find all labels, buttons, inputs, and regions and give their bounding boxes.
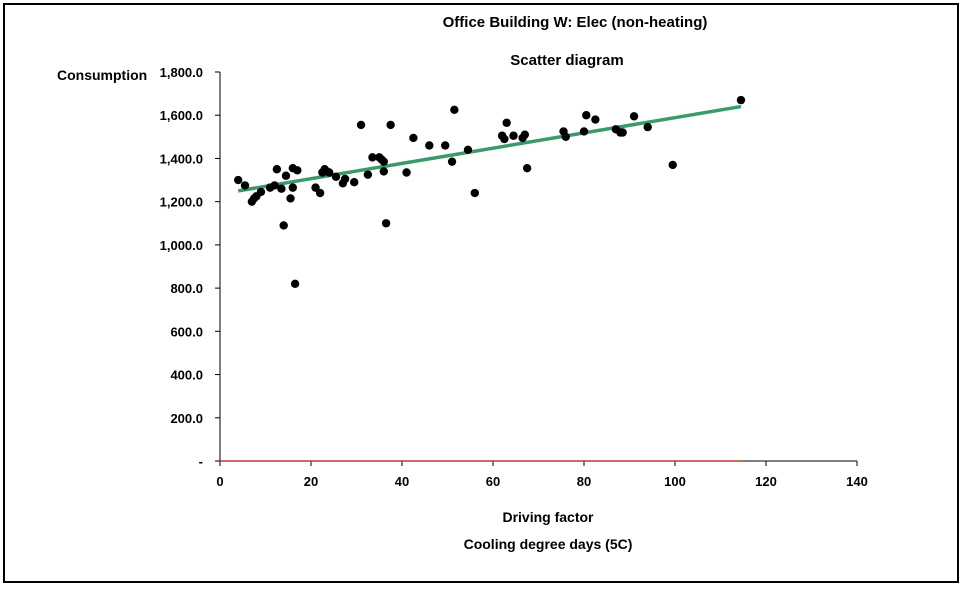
data-point [286,194,295,203]
data-point [509,131,518,140]
x-tick-label: 40 [395,474,409,489]
data-point [281,171,291,180]
y-tick-label: 1,200.0 [160,195,203,210]
data-point [340,174,350,184]
data-point [618,128,627,137]
data-point [643,122,652,132]
data-point [450,105,459,115]
data-point [441,141,450,150]
data-point [240,181,250,190]
x-tick-label: 0 [216,474,223,489]
y-tick-label: 1,400.0 [160,151,203,166]
data-point [591,115,600,124]
data-point [522,163,532,173]
data-point [629,112,639,121]
data-point [379,157,388,166]
x-tick-label: 140 [846,474,868,489]
data-point [350,178,359,187]
y-tick-label: 400.0 [170,368,203,383]
data-point [234,175,243,185]
data-point [315,188,325,198]
chart-frame [3,3,959,583]
data-point [279,221,288,230]
data-point [272,165,282,174]
y-tick-label: 800.0 [170,281,203,296]
data-point [288,183,297,192]
data-point [386,120,395,130]
data-point [290,279,300,288]
x-axis-sublabel: Cooling degree days (5C) [464,536,633,552]
x-tick-label: 20 [304,474,318,489]
y-tick-label: 1,800.0 [160,65,203,80]
lines [220,104,742,462]
data-point [293,166,302,175]
data-point [409,133,418,143]
trend-line [237,104,742,193]
data-point [668,160,677,170]
chart-title: Office Building W: Elec (non-heating) [443,14,708,31]
data-point [356,120,366,130]
data-point [463,145,473,154]
data-point [582,111,591,120]
data-point [331,172,341,182]
axes [219,72,857,462]
data-point [736,95,746,105]
chart-subtitle: Scatter diagram [510,52,623,69]
x-tick-label: 120 [755,474,777,489]
x-axis-label: Driving factor [502,509,594,525]
data-point [381,219,391,228]
data-point [368,153,377,162]
y-tick-label: - [199,454,203,469]
data-point [270,181,279,190]
x-tick-label: 80 [577,474,591,489]
data-point [502,118,511,127]
data-point [425,141,434,150]
y-tick-label: 600.0 [170,324,203,339]
data-point [470,188,479,198]
data-point [379,167,388,176]
x-tick-label: 100 [664,474,686,489]
y-tick-label: 200.0 [170,411,203,426]
y-tick-label: 1,000.0 [160,238,203,253]
ticks: 0 20 40 60 80 100 120 140 - 200.0 400.0 600.0 800.0 1… [160,65,868,489]
data-point [447,157,457,166]
x-tick-label: 60 [486,474,500,489]
data-point [325,168,334,177]
data-point [256,187,266,197]
data-point [402,168,411,177]
data-point [579,127,589,136]
y-axis-label: Consumption [57,67,147,83]
data-point [277,184,286,193]
data-point [363,170,373,179]
data-points [234,95,746,288]
data-point [500,134,509,144]
data-point [520,130,530,139]
y-tick-label: 1,600.0 [160,108,203,123]
data-point [561,132,570,142]
